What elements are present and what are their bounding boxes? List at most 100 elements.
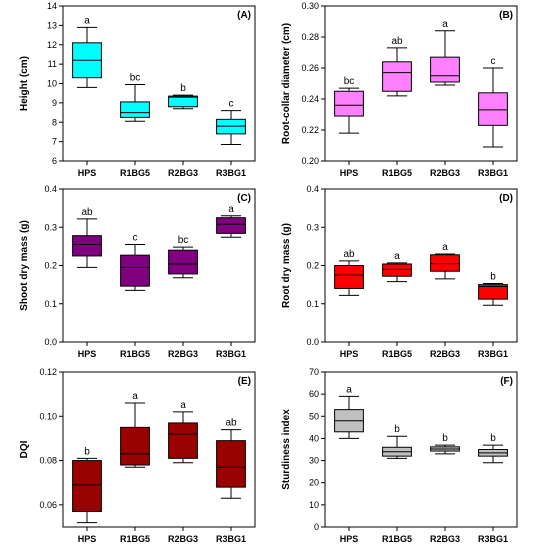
y-tick-label: 0.12 [39, 367, 57, 377]
panel-label: (E) [238, 376, 251, 387]
y-tick-label: 10 [47, 79, 57, 89]
significance-letter: bc [344, 76, 355, 87]
box-iqr [120, 101, 150, 118]
significance-letter: a [132, 391, 138, 402]
y-tick-label: 0 [314, 522, 319, 532]
y-tick-label: 0.30 [301, 1, 319, 11]
y-tick-label: 6 [52, 156, 57, 166]
box-R2BG3: a [430, 19, 460, 86]
chart-panel-1: 6 7 8 9 10 11 12 13 14 Height (cm) (A) HPS R1BG5 R2BG… [19, 1, 256, 178]
box-iqr [168, 249, 198, 275]
box-R1BG5: a [120, 391, 150, 468]
significance-letter: b [442, 433, 448, 444]
significance-letter: a [442, 242, 448, 253]
panel-label: (D) [499, 193, 513, 204]
y-tick-label: 7 [52, 137, 57, 147]
box-R2BG3: a [430, 242, 460, 280]
box-iqr [334, 90, 364, 117]
box-R3BG1: c [478, 56, 508, 148]
box-HPS: a [334, 384, 364, 439]
box-R1BG5: b [382, 424, 412, 459]
plot-frame [62, 371, 256, 528]
box-HPS: bc [334, 76, 364, 134]
category-label: R1BG5 [382, 534, 412, 544]
category-label: R2BG3 [430, 349, 460, 359]
chart-panel-4: 0.0 0.1 0.2 0.3 0.4 Root dry mass (g) (D) HPS R1… [281, 184, 518, 359]
category-label: HPS [78, 534, 97, 544]
y-tick-label: 11 [48, 59, 57, 69]
y-tick-label: 8 [52, 117, 57, 127]
significance-letter: c [229, 99, 234, 110]
box-R3BG1: b [478, 433, 508, 464]
box-HPS: a [72, 15, 102, 88]
chart-panel-5: 0.06 0.08 0.10 0.12 DQI (E) HPS R1BG5 R2BG3 R3BG1… [19, 367, 256, 544]
y-tick-label: 13 [47, 20, 57, 30]
y-tick-label: 60 [309, 389, 319, 399]
box-iqr [478, 92, 508, 126]
box-HPS: b [72, 446, 102, 524]
category-label: HPS [78, 168, 97, 178]
box-iqr [430, 254, 460, 272]
category-label: R2BG3 [168, 534, 198, 544]
panel-label: (A) [237, 10, 251, 21]
significance-letter: ab [391, 36, 403, 47]
category-label: R1BG5 [382, 168, 412, 178]
significance-letter: a [228, 204, 234, 215]
y-tick-label: 0.1 [306, 299, 319, 309]
y-tick-label: 0.2 [306, 261, 319, 271]
box-R2BG3: a [168, 400, 198, 464]
box-R1BG5: bc [120, 72, 150, 122]
y-tick-label: 14 [47, 1, 57, 11]
y-tick-label: 0.24 [301, 94, 319, 104]
box-R3BG1: a [216, 204, 246, 238]
significance-letter: b [84, 446, 90, 457]
y-axis-title: Root dry mass (g) [281, 223, 292, 308]
y-tick-label: 0.06 [39, 500, 57, 510]
y-tick-label: 0.1 [44, 299, 57, 309]
box-iqr [382, 61, 412, 92]
panel-label: (B) [499, 10, 513, 21]
y-tick-label: 0.4 [44, 184, 57, 194]
category-label: R2BG3 [168, 168, 198, 178]
box-iqr [168, 95, 198, 108]
box-R3BG1: ab [216, 418, 246, 499]
box-R2BG3: b [430, 433, 460, 455]
significance-letter: a [180, 400, 186, 411]
category-label: HPS [340, 349, 359, 359]
significance-letter: ab [225, 418, 237, 429]
significance-letter: bc [130, 72, 141, 83]
significance-letter: c [491, 56, 496, 67]
y-axis-title: Root-collar diameter (cm) [281, 23, 292, 144]
y-tick-label: 40 [309, 433, 319, 443]
box-iqr [168, 422, 198, 459]
y-axis-title: Sturdiness index [281, 409, 292, 490]
category-label: R1BG5 [120, 534, 150, 544]
y-tick-label: 20 [309, 478, 319, 488]
category-label: HPS [340, 534, 359, 544]
y-tick-label: 0.26 [301, 63, 319, 73]
category-label: R1BG5 [120, 349, 150, 359]
box-R2BG3: b [168, 83, 198, 110]
box-iqr [478, 284, 508, 300]
significance-letter: a [394, 251, 400, 262]
y-tick-label: 10 [309, 500, 319, 510]
y-tick-label: 0.20 [301, 156, 319, 166]
plot-frame [62, 5, 256, 162]
box-R1BG5: a [382, 251, 412, 283]
y-tick-label: 0.28 [301, 32, 319, 42]
category-label: R3BG1 [216, 534, 246, 544]
chart-panel-6: 0 10 20 30 40 50 60 70 Sturdiness index (F) HPS R1B… [281, 367, 518, 544]
y-tick-label: 0.0 [44, 337, 57, 347]
significance-letter: b [490, 433, 496, 444]
y-tick-label: 0.2 [44, 261, 57, 271]
category-label: R2BG3 [430, 534, 460, 544]
y-axis-title: Height (cm) [19, 56, 30, 111]
significance-letter: b [180, 83, 186, 94]
plot-frame [324, 371, 518, 528]
box-R2BG3: bc [168, 235, 198, 279]
chart-panel-2: 0.20 0.22 0.24 0.26 0.28 0.30 Root-collar diam… [281, 1, 518, 178]
category-label: HPS [78, 349, 97, 359]
box-iqr [216, 217, 246, 234]
y-tick-label: 0.3 [44, 222, 57, 232]
panel-label: (F) [500, 376, 513, 387]
